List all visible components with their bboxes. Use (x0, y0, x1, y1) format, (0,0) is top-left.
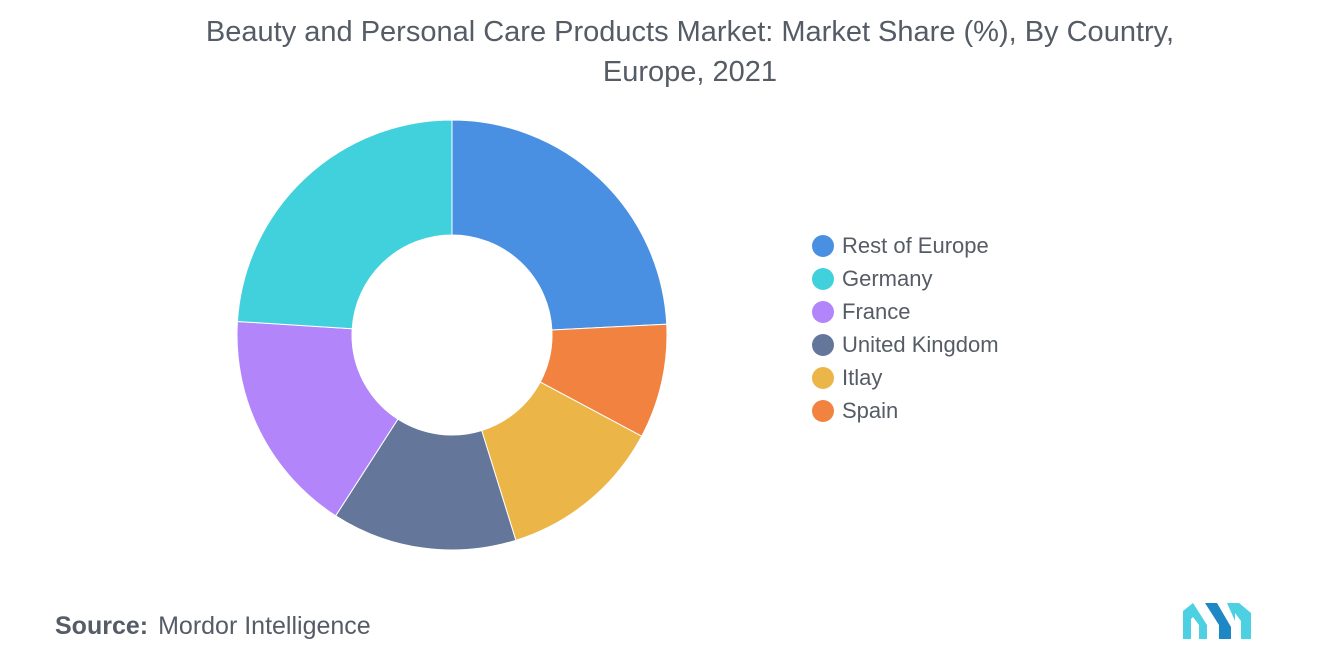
legend-swatch (812, 234, 834, 257)
legend-label: Itlay (842, 364, 883, 390)
donut-slice-united-kingdom (334, 418, 517, 551)
legend-swatch (812, 399, 834, 422)
legend-item-germany: Germany (812, 262, 999, 295)
legend-item-united-kingdom: United Kingdom (812, 328, 999, 361)
source-text: Mordor Intelligence (158, 612, 371, 640)
legend-label: Rest of Europe (842, 232, 989, 258)
legend-label: France (842, 298, 911, 324)
chart-title-line-2: Europe, 2021 (602, 56, 778, 88)
donut-slice-germany (236, 119, 453, 330)
donut-chart (236, 119, 668, 551)
legend-swatch (812, 366, 834, 389)
chart-title: Beauty and Personal Care Products Market… (0, 12, 1320, 92)
chart-title-line-1: Beauty and Personal Care Products Market… (205, 16, 1175, 48)
legend-item-rest-of-europe: Rest of Europe (812, 229, 999, 262)
legend-item-france: France (812, 295, 999, 328)
source-label: Source: (55, 612, 149, 640)
legend-label: United Kingdom (842, 331, 999, 357)
legend-item-itlay: Itlay (812, 361, 999, 394)
donut-slice-rest-of-europe (451, 119, 668, 331)
chart-legend: Rest of Europe Germany France United Kingdo… (812, 229, 999, 427)
legend-label: Spain (842, 397, 899, 423)
mordor-intelligence-logo (1183, 603, 1251, 639)
legend-swatch (812, 300, 834, 323)
legend-swatch (812, 333, 834, 356)
source-note: Source: Mordor Intelligence (55, 612, 371, 641)
legend-label: Germany (842, 265, 933, 291)
donut-slice-france (236, 320, 399, 517)
legend-item-spain: Spain (812, 394, 999, 427)
legend-swatch (812, 267, 834, 290)
